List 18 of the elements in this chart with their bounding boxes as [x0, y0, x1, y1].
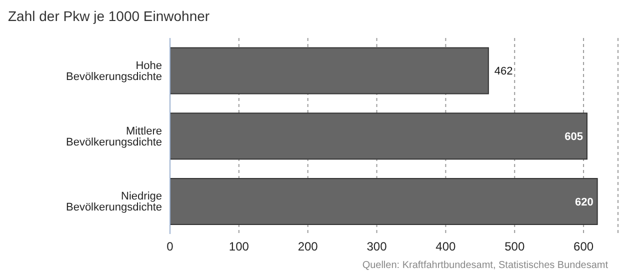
- chart-title: Zahl der Pkw je 1000 Einwohner: [8, 8, 211, 24]
- source-note: Quellen: Kraftfahrtbundesamt, Statistisches Bundesamt: [361, 260, 609, 271]
- y-tick-label: Mittlere Bevölkerungsdichte: [66, 125, 162, 148]
- bar: [170, 178, 598, 225]
- x-tick-label: 500: [504, 240, 525, 254]
- x-tick-label: 200: [298, 240, 318, 254]
- y-tick-label: Hohe Bevölkerungsdichte: [66, 60, 162, 84]
- y-tick-label: Niedrige Bevölkerungsdichte: [66, 190, 162, 214]
- x-tick-label: 300: [366, 240, 388, 254]
- data-label: 620: [574, 196, 594, 208]
- x-tick-label: 400: [436, 240, 456, 254]
- x-tick-label: 100: [228, 240, 250, 254]
- bar: [170, 47, 489, 94]
- data-label: 605: [564, 130, 583, 143]
- data-label: 462: [494, 66, 513, 78]
- x-tick-label: 0: [166, 240, 174, 254]
- bar: [170, 112, 588, 160]
- x-tick-label: 600: [574, 240, 594, 254]
